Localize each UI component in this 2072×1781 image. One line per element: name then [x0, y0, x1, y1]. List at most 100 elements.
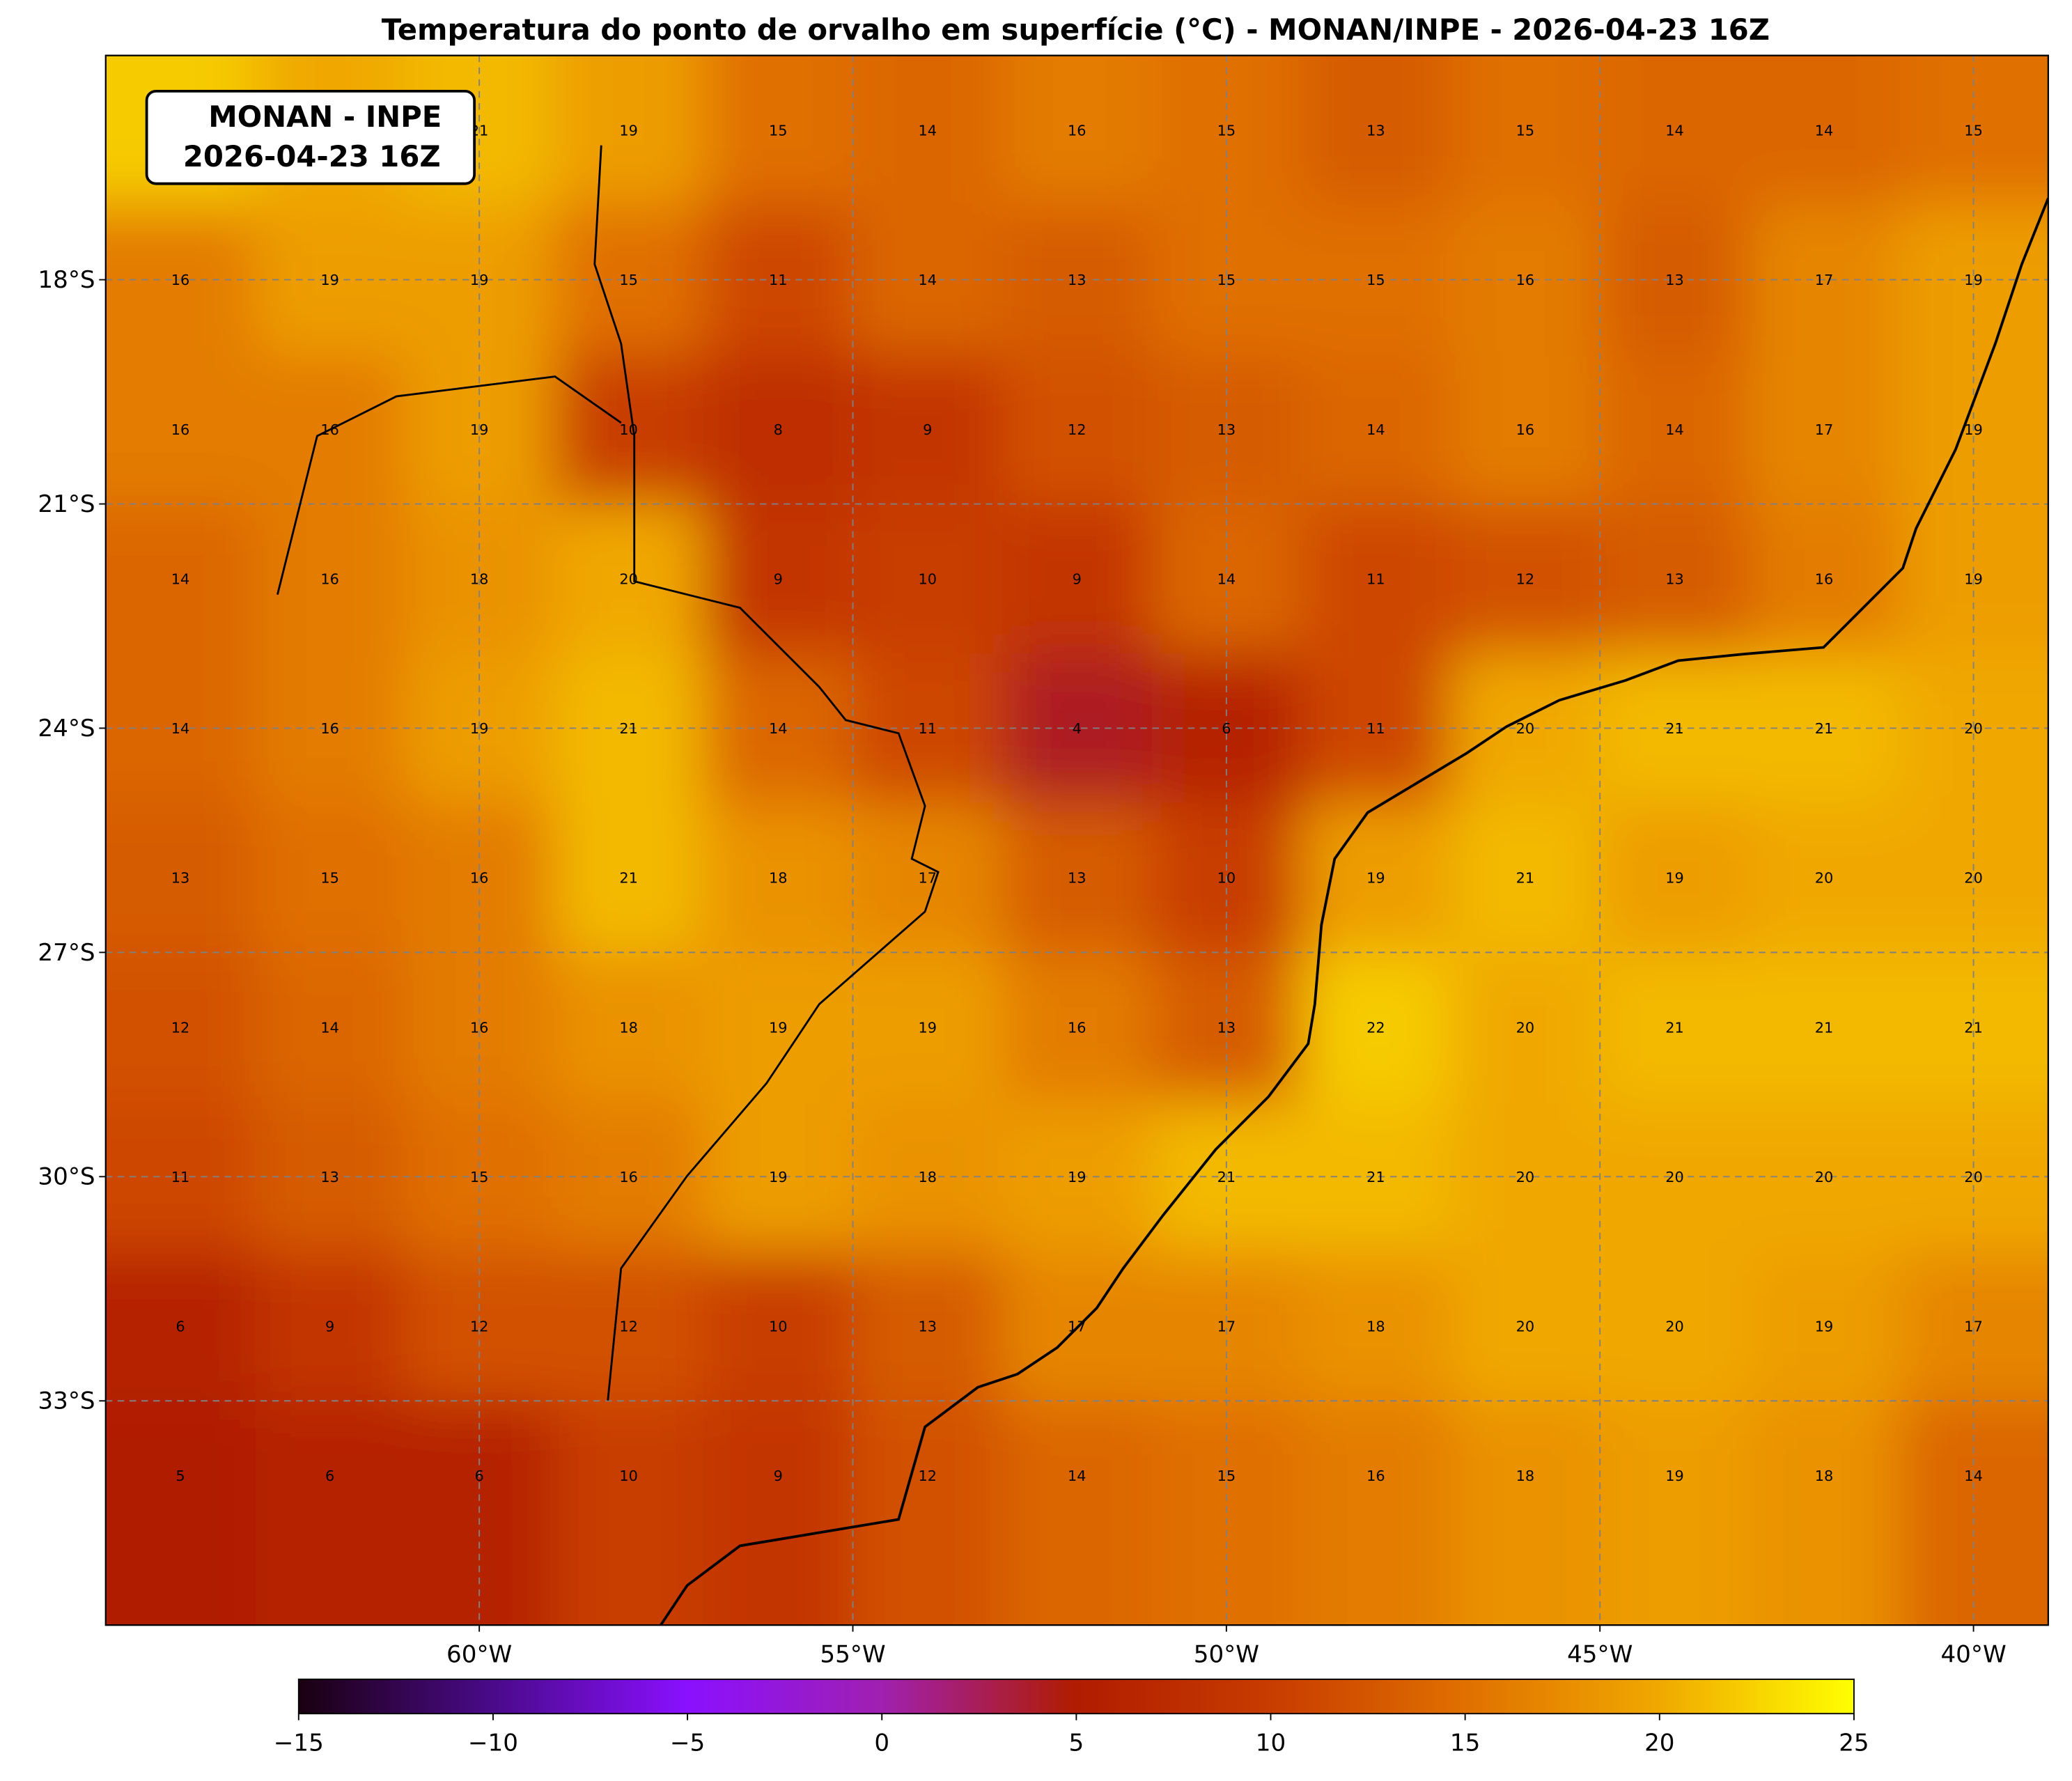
value-label: 13 — [1665, 570, 1684, 587]
field-cell — [1600, 504, 1750, 654]
field-cell — [1002, 802, 1152, 953]
field-cell — [1749, 1401, 1899, 1626]
field-cell — [1749, 55, 1899, 205]
colorbar-tick-label: 0 — [874, 1729, 889, 1757]
field — [105, 55, 2048, 1626]
value-label: 10 — [619, 1468, 638, 1484]
value-label: 10 — [1217, 870, 1236, 887]
field-cell — [1002, 55, 1152, 205]
value-label: 14 — [1665, 421, 1684, 438]
value-label: 19 — [1815, 1319, 1834, 1335]
value-label: 13 — [1068, 272, 1086, 288]
value-label: 12 — [1516, 570, 1535, 587]
field-cell — [1301, 952, 1451, 1103]
field-cell — [1600, 952, 1750, 1103]
value-label: 16 — [320, 421, 339, 438]
value-label: 18 — [1516, 1468, 1535, 1484]
lat-tick-label: 21°S — [38, 490, 95, 518]
value-label: 10 — [619, 421, 638, 438]
field-cell — [255, 1401, 405, 1626]
value-label: 14 — [1964, 1468, 1983, 1484]
value-label: 6 — [325, 1468, 334, 1484]
value-label: 16 — [1068, 1019, 1086, 1036]
lon-tick-label: 50°W — [1194, 1640, 1259, 1668]
value-label: 13 — [1217, 1019, 1236, 1036]
field-cell — [1600, 802, 1750, 953]
label-box-frame — [145, 89, 476, 185]
field-cell — [554, 504, 703, 654]
value-label: 18 — [619, 1019, 638, 1036]
colorbar — [297, 1678, 1855, 1715]
coastline — [276, 145, 2048, 1626]
value-label: 20 — [1665, 1169, 1684, 1185]
value-label: 20 — [1815, 870, 1834, 887]
field-cell — [1301, 1401, 1451, 1626]
value-label: 17 — [1068, 1319, 1086, 1335]
value-label: 19 — [1665, 870, 1684, 887]
field-cell — [703, 354, 853, 504]
field-cell — [703, 55, 853, 205]
field-cell — [1450, 1401, 1600, 1626]
colorbar-tick-label: 10 — [1256, 1729, 1286, 1757]
field-cell — [1450, 55, 1600, 205]
value-label: 14 — [769, 720, 788, 737]
value-label: 21 — [1665, 1019, 1684, 1036]
value-label: 17 — [1815, 272, 1834, 288]
value-label: 15 — [1366, 272, 1385, 288]
value-label: 14 — [1366, 421, 1385, 438]
title: Temperatura do ponto de orvalho em super… — [382, 13, 1770, 47]
value-label: 21 — [1815, 1019, 1834, 1036]
field-cell — [105, 1251, 256, 1401]
value-label: 21 — [619, 870, 638, 887]
field-cell — [1301, 205, 1451, 355]
value-label: 20 — [1964, 1169, 1983, 1185]
field-cell — [1002, 354, 1152, 504]
field-cell — [554, 952, 703, 1103]
field-cell — [1899, 802, 2048, 953]
field-cell — [554, 1251, 703, 1401]
value-label: 13 — [1665, 272, 1684, 288]
value-label: 20 — [1516, 1319, 1535, 1335]
value-label: 15 — [1516, 123, 1535, 139]
value-label: 9 — [774, 1468, 783, 1484]
field-cell — [1450, 952, 1600, 1103]
value-label: 16 — [470, 870, 489, 887]
colorbar-tick-label: 5 — [1069, 1729, 1084, 1757]
colorbar-tick-label: −10 — [468, 1729, 518, 1757]
field-cell — [1749, 354, 1899, 504]
value-label: 18 — [1366, 1319, 1385, 1335]
value-label: 10 — [769, 1319, 788, 1335]
value-label: 19 — [470, 720, 489, 737]
value-label: 13 — [1217, 421, 1236, 438]
value-label: 16 — [171, 421, 190, 438]
lon-tick-label: 45°W — [1567, 1640, 1633, 1668]
value-label: 9 — [1073, 570, 1082, 587]
value-label: 15 — [1964, 123, 1983, 139]
field-cell — [1749, 504, 1899, 654]
value-label: 16 — [1516, 421, 1535, 438]
value-label: 11 — [918, 720, 937, 737]
value-label: 20 — [1964, 720, 1983, 737]
label-box: MONAN - INPE 2026-04-23 16Z — [145, 89, 476, 185]
field-cell — [1899, 354, 2048, 504]
value-label: 17 — [1815, 421, 1834, 438]
field-cell — [105, 802, 256, 953]
field-cell — [1301, 354, 1451, 504]
value-label: 6 — [475, 1468, 484, 1484]
field-cell — [1450, 354, 1600, 504]
colorbar-axis: −15 −10 −5 0 5 10 15 20 25 — [274, 1713, 1869, 1757]
field-cell — [1002, 504, 1152, 654]
field-cell — [1600, 1401, 1750, 1626]
value-label: 20 — [1516, 1019, 1535, 1036]
value-label: 16 — [320, 720, 339, 737]
value-label: 19 — [1964, 272, 1983, 288]
field-cell — [1450, 504, 1600, 654]
field-cell — [1002, 952, 1152, 1103]
value-label: 19 — [470, 421, 489, 438]
value-label: 21 — [619, 720, 638, 737]
field-cell — [105, 504, 256, 654]
value-label: 13 — [918, 1319, 937, 1335]
value-label: 11 — [1366, 720, 1385, 737]
